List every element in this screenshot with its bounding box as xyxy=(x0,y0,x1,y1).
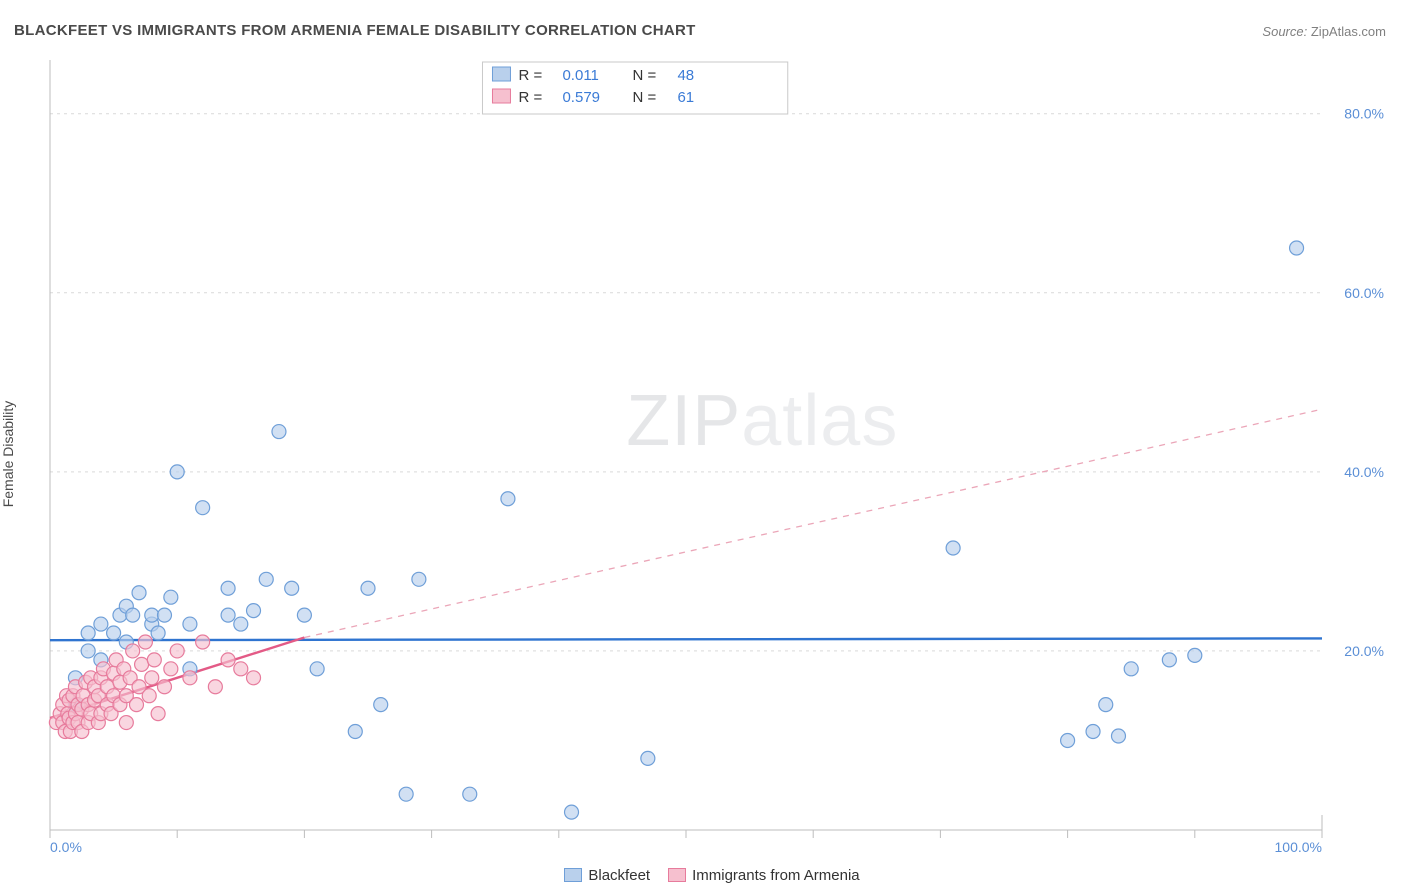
data-point xyxy=(170,465,184,479)
data-point xyxy=(94,617,108,631)
data-point xyxy=(221,608,235,622)
source-value: ZipAtlas.com xyxy=(1311,24,1386,39)
data-point xyxy=(1124,662,1138,676)
data-point xyxy=(641,751,655,765)
data-point xyxy=(183,671,197,685)
chart-title: BLACKFEET VS IMMIGRANTS FROM ARMENIA FEM… xyxy=(14,22,696,39)
y-tick-label: 40.0% xyxy=(1344,464,1384,480)
data-point xyxy=(234,617,248,631)
stats-n-value: 61 xyxy=(677,89,694,106)
data-point xyxy=(1061,733,1075,747)
data-point xyxy=(310,662,324,676)
data-point xyxy=(138,635,152,649)
stats-n-label: N = xyxy=(632,67,656,84)
data-point xyxy=(196,635,210,649)
data-point xyxy=(361,581,375,595)
data-point xyxy=(164,662,178,676)
watermark: ZIPatlas xyxy=(626,381,898,461)
data-point xyxy=(1099,698,1113,712)
data-point xyxy=(946,541,960,555)
data-point xyxy=(151,707,165,721)
source-label: Source: xyxy=(1262,24,1307,39)
data-point xyxy=(157,680,171,694)
legend-label: Immigrants from Armenia xyxy=(692,867,860,884)
legend-swatch xyxy=(564,868,582,882)
data-point xyxy=(132,586,146,600)
stats-r-label: R = xyxy=(518,67,542,84)
data-point xyxy=(81,644,95,658)
chart-area: 20.0% 40.0% 60.0% 80.0% 0.0% 100.0% ZIPatlas R … xyxy=(44,52,1392,854)
data-point xyxy=(565,805,579,819)
legend-bottom: Blackfeet Immigrants from Armenia xyxy=(0,867,1406,884)
data-point xyxy=(145,608,159,622)
x-tick-label: 100.0% xyxy=(1275,839,1322,854)
stats-n-label: N = xyxy=(632,89,656,106)
data-point xyxy=(247,604,261,618)
data-point xyxy=(412,572,426,586)
y-tick-label: 60.0% xyxy=(1344,285,1384,301)
data-point xyxy=(81,626,95,640)
data-point xyxy=(147,653,161,667)
data-point xyxy=(119,716,133,730)
data-point xyxy=(463,787,477,801)
data-point xyxy=(126,608,140,622)
data-point xyxy=(501,492,515,506)
y-tick-label: 20.0% xyxy=(1344,643,1384,659)
data-point xyxy=(107,626,121,640)
legend-label: Blackfeet xyxy=(588,867,650,884)
data-point xyxy=(234,662,248,676)
data-point xyxy=(374,698,388,712)
data-point xyxy=(129,698,143,712)
data-point xyxy=(208,680,222,694)
stats-r-label: R = xyxy=(518,89,542,106)
y-axis-label: Female Disability xyxy=(0,401,16,508)
data-point xyxy=(164,590,178,604)
data-point xyxy=(157,608,171,622)
data-point xyxy=(142,689,156,703)
data-point xyxy=(170,644,184,658)
stats-swatch xyxy=(492,67,510,81)
data-point xyxy=(183,617,197,631)
scatter-chart: 20.0% 40.0% 60.0% 80.0% 0.0% 100.0% ZIPatlas R … xyxy=(44,52,1392,854)
stats-swatch xyxy=(492,89,510,103)
data-point xyxy=(399,787,413,801)
data-point xyxy=(145,671,159,685)
data-point xyxy=(348,725,362,739)
data-point xyxy=(247,671,261,685)
legend-swatch xyxy=(668,868,686,882)
stats-r-value: 0.579 xyxy=(562,89,600,106)
stats-n-value: 48 xyxy=(677,67,694,84)
data-point xyxy=(285,581,299,595)
data-point xyxy=(126,644,140,658)
data-point xyxy=(259,572,273,586)
stats-r-value: 0.011 xyxy=(562,67,598,84)
data-point xyxy=(1188,648,1202,662)
data-point xyxy=(297,608,311,622)
data-point xyxy=(1162,653,1176,667)
data-point xyxy=(221,653,235,667)
data-point xyxy=(1086,725,1100,739)
x-tick-label: 0.0% xyxy=(50,839,82,854)
data-point xyxy=(221,581,235,595)
data-point xyxy=(1290,241,1304,255)
data-point xyxy=(135,657,149,671)
data-point xyxy=(1111,729,1125,743)
y-tick-label: 80.0% xyxy=(1344,106,1384,122)
data-point xyxy=(151,626,165,640)
data-point xyxy=(196,501,210,515)
data-point xyxy=(272,425,286,439)
source-attribution: Source: ZipAtlas.com xyxy=(1262,24,1386,39)
